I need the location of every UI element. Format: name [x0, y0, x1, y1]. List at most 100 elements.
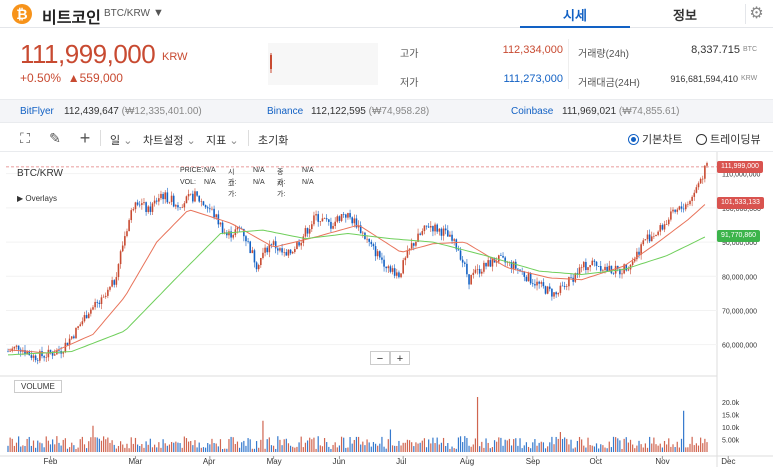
- candle-body: [96, 301, 99, 303]
- candle-body: [245, 236, 247, 242]
- zoom-in-button[interactable]: +: [390, 351, 410, 365]
- candle-body: [289, 249, 292, 254]
- candle-body: [124, 236, 126, 246]
- volume-bar: [468, 445, 470, 452]
- tab-market[interactable]: 시세: [520, 5, 630, 28]
- price-chart[interactable]: 110,000,000 100,000,000 90,000,000 80,000,0…: [0, 152, 773, 467]
- candle-body: [9, 351, 11, 352]
- volume-bar: [190, 440, 192, 452]
- exchange-bitflyer-name[interactable]: BitFlyer: [20, 106, 54, 117]
- amount-unit: KRW: [741, 75, 758, 82]
- high-value: 112,334,000: [502, 44, 563, 56]
- volume-bar: [678, 447, 680, 452]
- volume-bar: [351, 443, 353, 452]
- reset-button[interactable]: 초기화: [258, 135, 289, 147]
- chart-settings-select[interactable]: 차트설정 ⌄: [143, 135, 196, 147]
- volume-bar: [602, 445, 604, 452]
- candle-body: [489, 260, 492, 267]
- candle-body: [608, 265, 611, 271]
- volume-bar: [394, 445, 396, 452]
- candle-body: [58, 350, 60, 351]
- volume-bar: [272, 445, 275, 452]
- volume-bar: [470, 446, 472, 452]
- candle-body: [168, 201, 171, 203]
- x-tick-label: Nov: [655, 457, 669, 466]
- candle-body: [155, 200, 158, 202]
- x-tick-label: Apr: [203, 457, 216, 466]
- volume-bar: [449, 448, 451, 452]
- candle-body: [512, 261, 515, 269]
- volume-bar: [81, 436, 83, 452]
- candle-body: [230, 231, 232, 238]
- volume-bar: [672, 444, 674, 452]
- volume-bar: [504, 439, 506, 452]
- toolbar-divider: [100, 130, 101, 146]
- volume-bar: [243, 440, 245, 452]
- volume-bar: [94, 437, 96, 452]
- volume-bar: [587, 437, 589, 452]
- candle-body: [111, 280, 113, 287]
- candle-body: [563, 285, 566, 287]
- candle-body: [444, 228, 447, 231]
- ma60-line: [7, 229, 706, 356]
- volume-bar: [275, 448, 277, 452]
- candle-body: [534, 284, 536, 286]
- candle-body: [670, 211, 672, 220]
- candle-body: [648, 234, 651, 242]
- volume-bar: [194, 440, 196, 452]
- fullscreen-icon[interactable]: ⛶: [20, 130, 30, 146]
- volume-bar: [651, 443, 653, 452]
- tradingview-radio[interactable]: 트레이딩뷰: [696, 131, 761, 147]
- candle-body: [75, 327, 77, 339]
- candle-body: [421, 231, 424, 235]
- volume-bar: [564, 437, 566, 452]
- volume-bar: [374, 443, 377, 452]
- volume-bar: [83, 444, 86, 452]
- pencil-icon[interactable]: ✎: [49, 130, 61, 146]
- volume-bar: [187, 441, 190, 452]
- gear-icon[interactable]: ⚙: [745, 4, 767, 24]
- indicators-select[interactable]: 지표 ⌄: [206, 135, 239, 147]
- volume-bar: [117, 445, 120, 452]
- tab-info[interactable]: 정보: [673, 8, 697, 23]
- candle-body: [34, 355, 37, 361]
- candle-body: [260, 257, 262, 266]
- volume-bar: [207, 443, 209, 452]
- candle-body: [175, 205, 177, 207]
- volume-bar: [544, 448, 547, 452]
- candle-body: [247, 241, 249, 242]
- basic-chart-radio[interactable]: 기본차트: [628, 131, 682, 147]
- crosshair-icon[interactable]: +: [79, 128, 91, 148]
- volume-bar: [591, 445, 593, 452]
- zoom-out-button[interactable]: −: [370, 351, 390, 365]
- coin-name[interactable]: 비트코인: [42, 10, 101, 27]
- exchange-coinbase-name[interactable]: Coinbase: [511, 106, 554, 117]
- volume-bar: [547, 446, 549, 452]
- volume-bar: [487, 442, 489, 452]
- volume-value: 8,337.715: [691, 44, 740, 56]
- interval-select[interactable]: 일 ⌄: [110, 135, 133, 147]
- exchange-binance-name[interactable]: Binance: [267, 106, 304, 117]
- mini-chart: [268, 43, 378, 85]
- volume-bar: [389, 429, 392, 452]
- candle-body: [398, 272, 400, 278]
- chart-legend-title: BTC/KRW: [17, 168, 63, 179]
- coin-symbol[interactable]: BTC/KRW: [104, 8, 150, 19]
- toolbar-divider: [248, 130, 249, 146]
- candle-body: [400, 273, 402, 278]
- overlays-toggle[interactable]: ▶ Overlays: [17, 194, 57, 203]
- volume-bar: [109, 442, 111, 452]
- volume-bar: [702, 443, 704, 452]
- volume-bar: [88, 441, 90, 452]
- volume-bar: [445, 445, 447, 452]
- candle-body: [262, 252, 264, 258]
- exchange-bitflyer-price: 112,439,647 (₩12,335,401.00): [64, 106, 202, 117]
- volume-bar: [283, 439, 285, 452]
- chevron-down-icon[interactable]: ▼: [153, 7, 164, 19]
- y-tick-label: 60,000,000: [722, 343, 757, 350]
- volume-bar: [525, 442, 528, 452]
- volume-bar: [549, 442, 551, 452]
- volume-bar: [255, 441, 258, 452]
- candle-body: [597, 265, 600, 267]
- candle-body: [24, 350, 26, 355]
